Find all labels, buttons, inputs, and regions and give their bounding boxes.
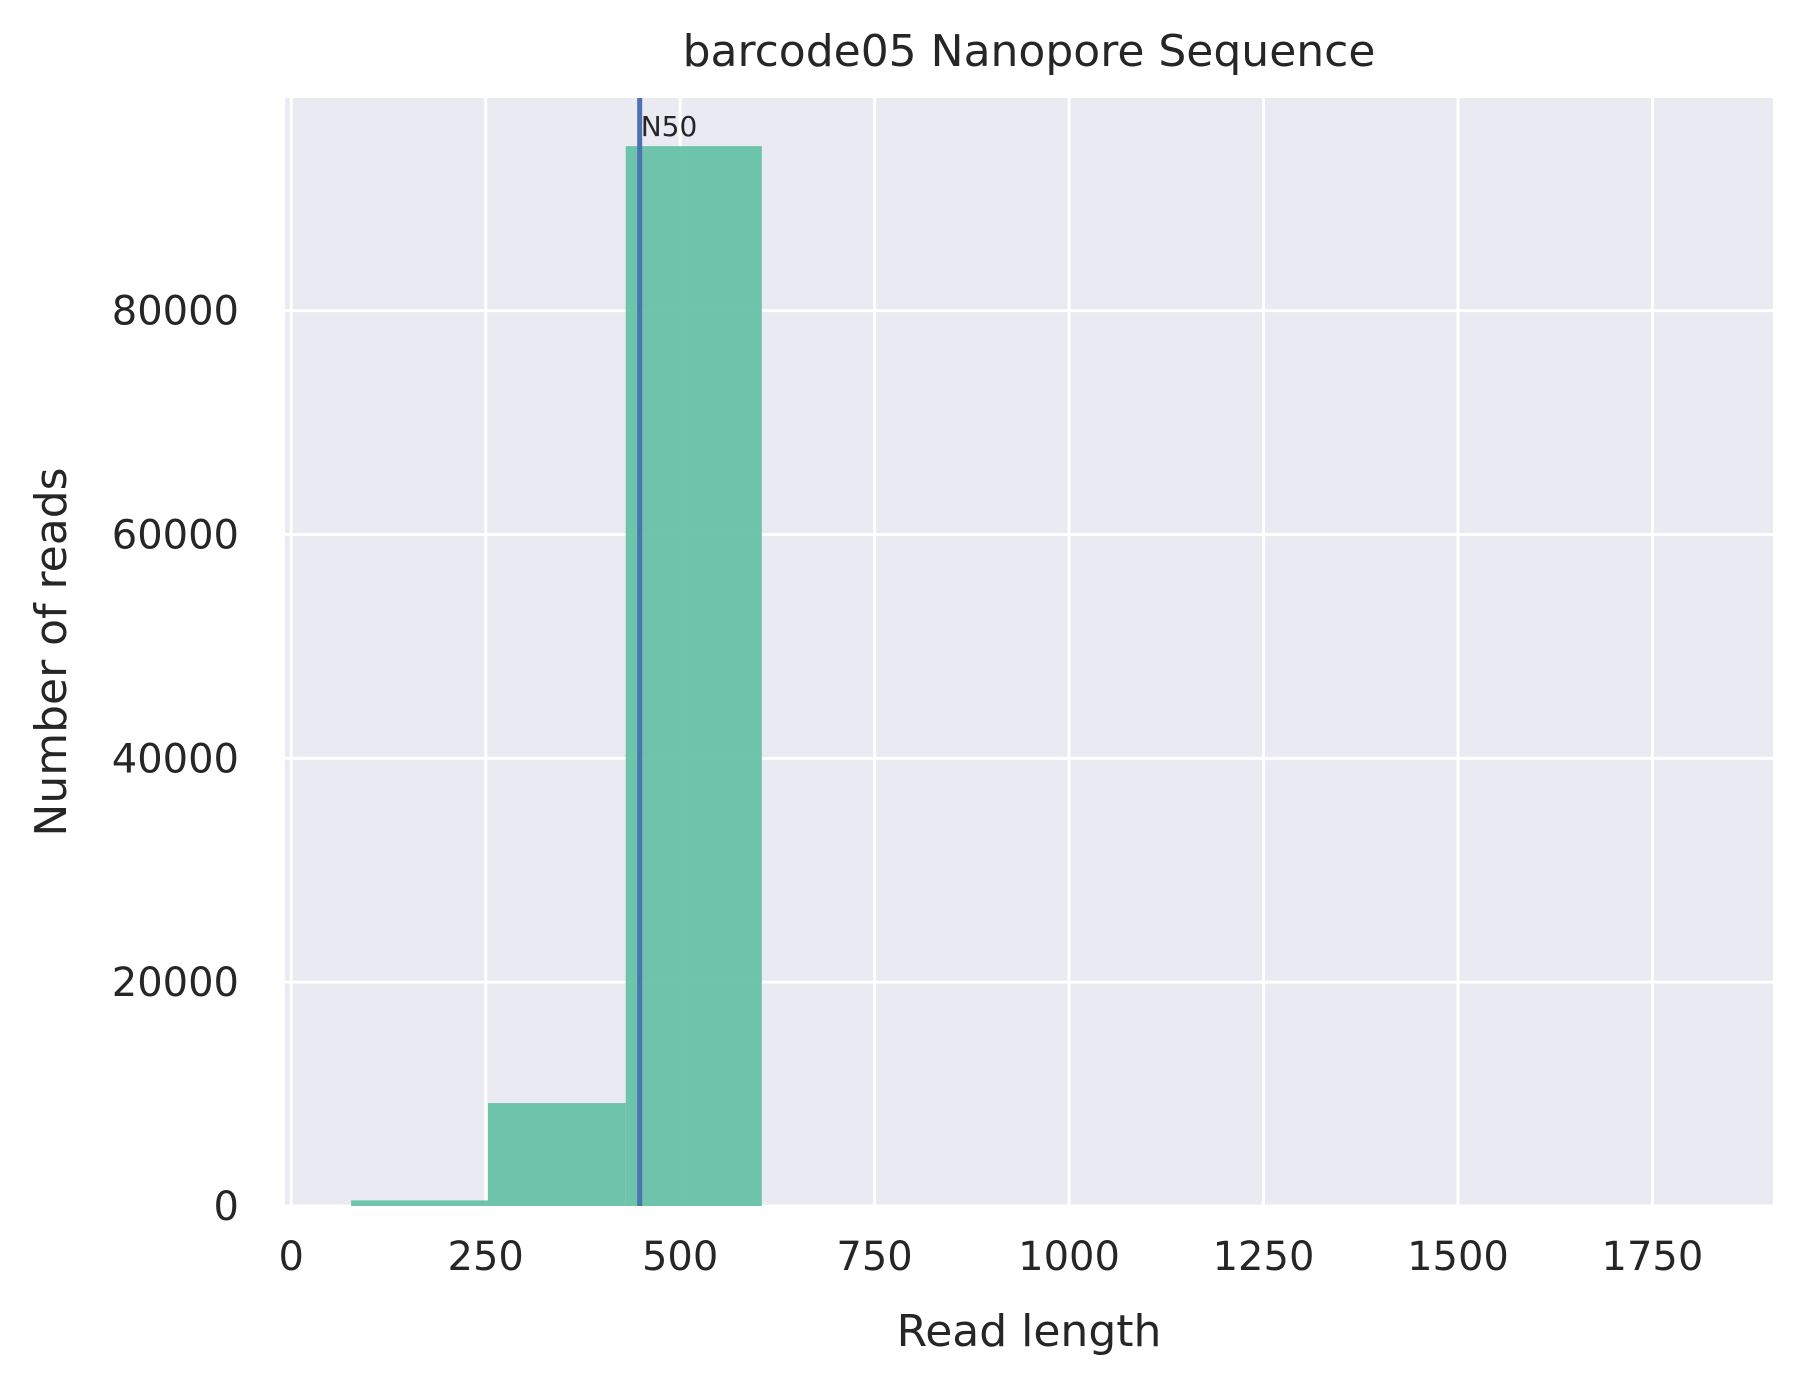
y-axis-ticks: 0 20000 40000 60000 80000 xyxy=(112,289,239,1230)
y-tick-label: 40000 xyxy=(112,736,239,782)
y-tick-label: 0 xyxy=(214,1184,239,1230)
histogram-bar xyxy=(488,1103,626,1206)
x-tick-label: 750 xyxy=(836,1234,912,1280)
y-tick-label: 60000 xyxy=(112,512,239,558)
x-tick-label: 1000 xyxy=(1018,1234,1120,1280)
x-tick-label: 1750 xyxy=(1602,1234,1704,1280)
n50-label: N50 xyxy=(641,110,698,143)
y-axis-label: Number of reads xyxy=(26,467,77,836)
x-axis-ticks: 0 250 500 750 1000 1250 1500 1750 xyxy=(278,1234,1703,1280)
histogram-bar xyxy=(351,1200,488,1206)
x-tick-label: 500 xyxy=(642,1234,718,1280)
x-tick-label: 0 xyxy=(278,1234,303,1280)
chart-title: barcode05 Nanopore Sequence xyxy=(683,26,1376,77)
x-tick-label: 250 xyxy=(448,1234,524,1280)
x-tick-label: 1250 xyxy=(1213,1234,1315,1280)
x-tick-label: 1500 xyxy=(1407,1234,1509,1280)
y-tick-label: 80000 xyxy=(112,289,239,335)
histogram-bar xyxy=(626,146,762,1206)
y-tick-label: 20000 xyxy=(112,960,239,1006)
x-axis-label: Read length xyxy=(897,1306,1162,1357)
plot-area xyxy=(285,98,1773,1206)
